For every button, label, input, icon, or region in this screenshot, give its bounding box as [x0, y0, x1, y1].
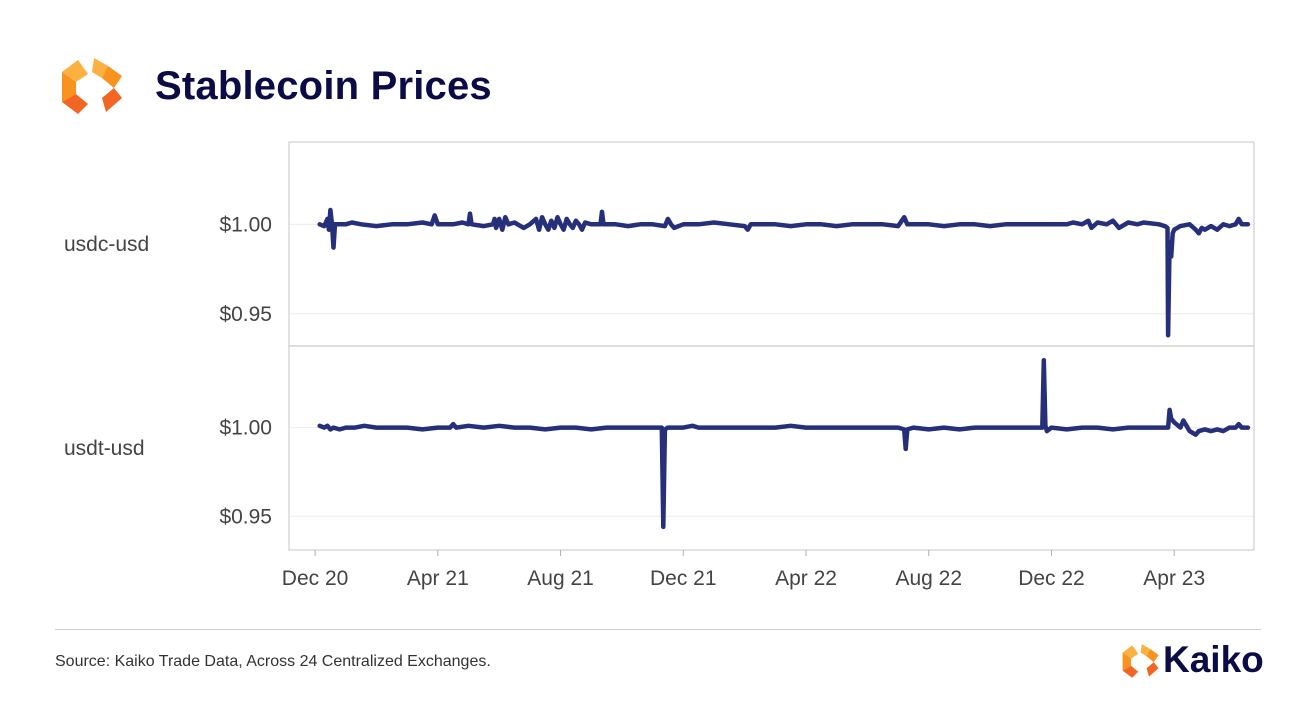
x-tick-label: Apr 23 [1143, 567, 1205, 590]
x-tick-label: Apr 21 [407, 567, 469, 590]
panel-frame [288, 345, 1255, 551]
y-tick-label: $0.95 [219, 303, 272, 326]
panel-usdt-usd: $1.00 $0.95 usdt-usd [64, 345, 1255, 551]
series-line-usdt-usd [317, 357, 1251, 530]
y-tick-label: $1.00 [219, 213, 272, 236]
x-tick-label: Aug 22 [895, 567, 962, 590]
chart: $1.00 $0.95 usdc-usd $1.00 $0.95 usdt-usd Dec … [64, 141, 1255, 590]
footer-brand: Kaiko [1119, 637, 1269, 685]
x-tick-label: Dec 20 [282, 567, 349, 590]
x-tick-label: Dec 21 [650, 567, 717, 590]
page-title: Stablecoin Prices [155, 64, 492, 108]
kaiko-logo-icon [62, 58, 122, 114]
kaiko-mark-icon [1122, 644, 1159, 678]
x-tick-label: Dec 22 [1018, 567, 1085, 590]
brand-name: Kaiko [1163, 639, 1264, 680]
x-tick-label: Aug 21 [527, 567, 594, 590]
series-line-usdc-usd [317, 207, 1251, 338]
footer-divider [55, 629, 1261, 630]
y-tick-label: $0.95 [219, 505, 272, 528]
x-tick-label: Apr 22 [775, 567, 837, 590]
y-tick-label: $1.00 [219, 417, 272, 440]
panel-usdc-usd: $1.00 $0.95 usdc-usd [64, 141, 1255, 347]
panel-frame [288, 141, 1255, 347]
x-axis: Dec 20 Apr 21 Aug 21 Dec 21 Apr 22 Aug 22 Dec … [282, 550, 1205, 590]
panel-label-usdc-usd: usdc-usd [64, 233, 149, 256]
panel-label-usdt-usd: usdt-usd [64, 437, 145, 460]
source-note: Source: Kaiko Trade Data, Across 24 Cent… [55, 653, 491, 670]
